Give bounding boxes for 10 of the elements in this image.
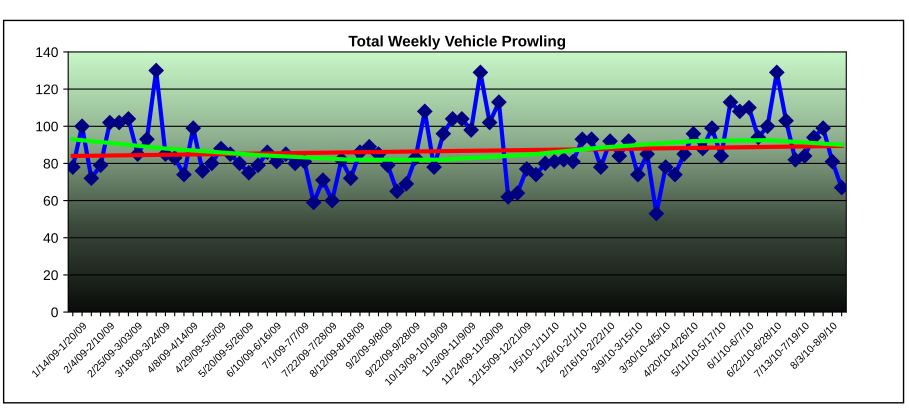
y-tick-label: 20 — [44, 270, 58, 280]
y-tick-label: 120 — [36, 84, 58, 94]
line-series — [70, 137, 844, 162]
chart-title: Total Weekly Vehicle Prowling — [348, 35, 566, 50]
y-tick-label: 100 — [36, 122, 58, 132]
y-tick-label: 140 — [36, 47, 58, 58]
y-tick-label: 80 — [44, 158, 58, 169]
y-tick-label: 60 — [44, 196, 58, 206]
y-tick-label: 0 — [51, 307, 58, 318]
y-tick-label: 40 — [43, 233, 58, 243]
